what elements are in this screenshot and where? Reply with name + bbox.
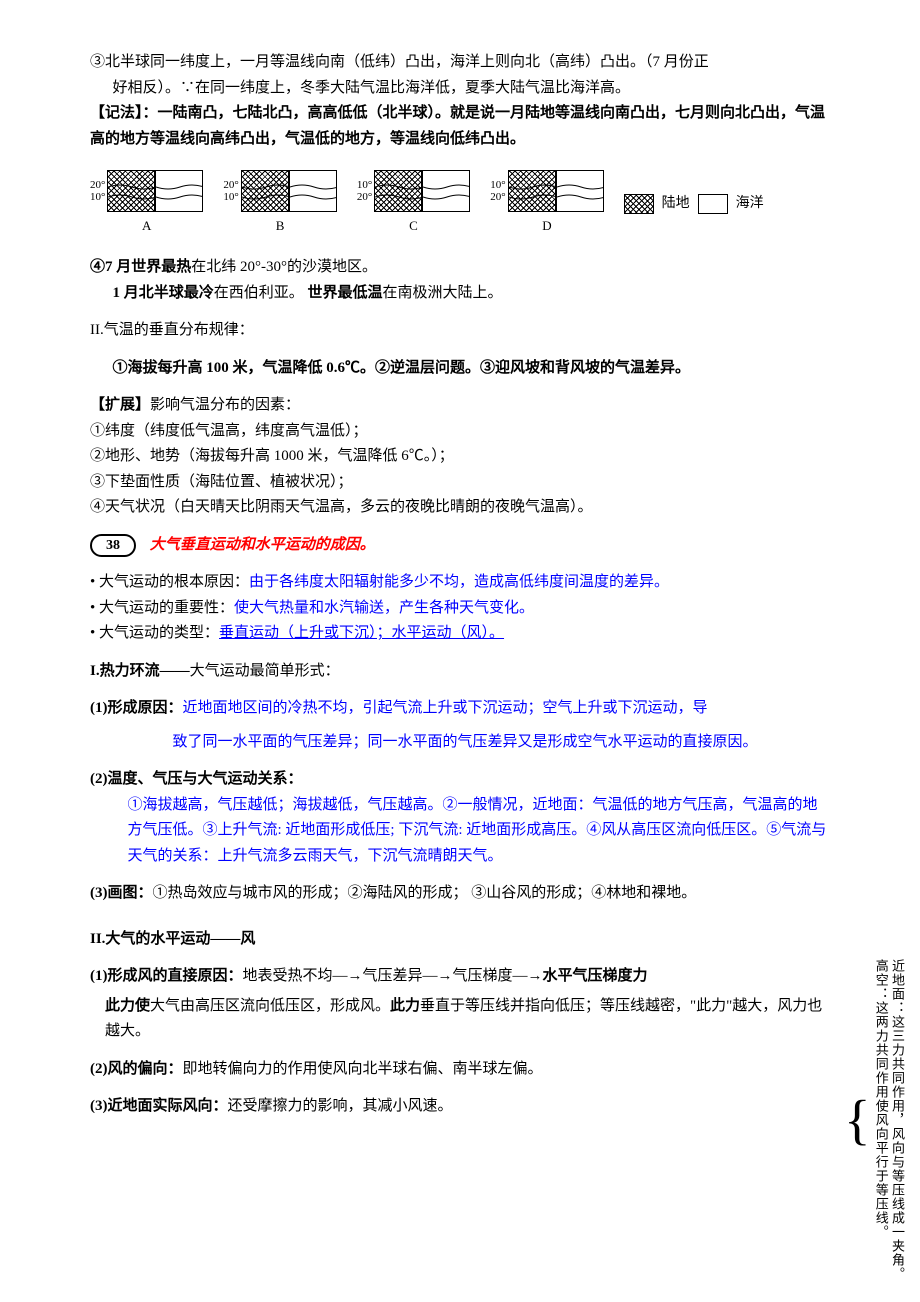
expand-2: ②地形、地势（海拔每升高 1000 米，气温降低 6℃。）；: [90, 444, 830, 470]
cause-2: (2)温度、气压与大气运动关系：: [90, 767, 830, 793]
diagram-legend: 陆地 海洋: [624, 192, 764, 216]
paragraph-4b: 1 月北半球最冷在西伯利亚。 世界最低温在南极洲大陆上。: [90, 281, 830, 307]
legend-land-icon: [624, 194, 654, 214]
bullet-2: • 大气运动的重要性：使大气热量和水汽输送，产生各种天气变化。: [90, 596, 830, 622]
cause-1c: 致了同一水平面的气压差异；同一水平面的气压差异又是形成空气水平运动的直接原因。: [90, 730, 830, 756]
expand-3: ③下垫面性质（海陆位置、植被状况）；: [90, 470, 830, 496]
expand-1: ①纬度（纬度低气温高，纬度高气温低）；: [90, 419, 830, 445]
section-ii-title: II.气温的垂直分布规律：: [90, 318, 830, 344]
cause-3: (3)画图：①热岛效应与城市风的形成；②海陆风的形成； ③山谷风的形成；④林地和…: [90, 881, 830, 907]
vertical-rules: ①海拔每升高 100 米，气温降低 0.6℃。②逆温层问题。③迎风坡和背风坡的气…: [90, 356, 830, 382]
heat-circulation-title: I.热力环流——大气运动最简单形式：: [90, 659, 830, 685]
bullet-1: • 大气运动的根本原因：由于各纬度太阳辐射能多少不均，造成高低纬度间温度的差异。: [90, 570, 830, 596]
isotherm-diagrams: 20° 10° A 20° 10° B 10° 20°: [90, 170, 830, 237]
wind-title: II.大气的水平运动——风: [90, 927, 830, 953]
paragraph-memorize: 【记法】：一陆南凸，七陆北凸，高高低低（北半球）。就是说一月陆地等温线向南凸出，…: [90, 101, 830, 152]
paragraph-4: ④7 月世界最热在北纬 20°-30°的沙漠地区。: [90, 255, 830, 281]
diagram-a: 20° 10° A: [90, 170, 203, 237]
wind-3: (3)近地面实际风向：还受摩擦力的影响，其减小风速。: [90, 1094, 830, 1120]
cause-2b: ①海拔越高，气压越低；海拔越低，气压越高。②一般情况，近地面：气温低的地方气压高…: [90, 793, 830, 870]
bullet-3: • 大气运动的类型：垂直运动（上升或下沉）；水平运动（风）。: [90, 621, 830, 647]
diagram-b: 20° 10° B: [223, 170, 336, 237]
wind-2: (2)风的偏向：即地转偏向力的作用使风向北半球右偏、南半球左偏。: [90, 1057, 830, 1083]
diagram-d: 10° 20° D: [490, 170, 603, 237]
paragraph-3: ③北半球同一纬度上，一月等温线向南（低纬）凸出，海洋上则向北（高纬）凸出。（7 …: [90, 50, 830, 76]
side-annotation: { 高空：这两力共同作用使风向平行于等压线。 近地面：这三力共同作用，风向与等压…: [844, 959, 905, 1281]
expand-4: ④天气状况（白天晴天比阴雨天气温高，多云的夜晚比晴朗的夜晚气温高）。: [90, 495, 830, 521]
paragraph-3b: 好相反）。∵在同一纬度上，冬季大陆气温比海洋低，夏季大陆气温比海洋高。: [90, 76, 830, 102]
legend-sea-icon: [698, 194, 728, 214]
diagram-c: 10° 20° C: [357, 170, 470, 237]
section-38-header: 38 大气垂直运动和水平运动的成因。: [90, 533, 830, 559]
wind-1: (1)形成风的直接原因：地表受热不均—→气压差异—→气压梯度—→水平气压梯度力 …: [90, 964, 830, 1045]
expand-section: 【扩展】影响气温分布的因素：: [90, 393, 830, 419]
cause-1: (1)形成原因：近地面地区间的冷热不均，引起气流上升或下沉运动；空气上升或下沉运…: [90, 696, 830, 722]
